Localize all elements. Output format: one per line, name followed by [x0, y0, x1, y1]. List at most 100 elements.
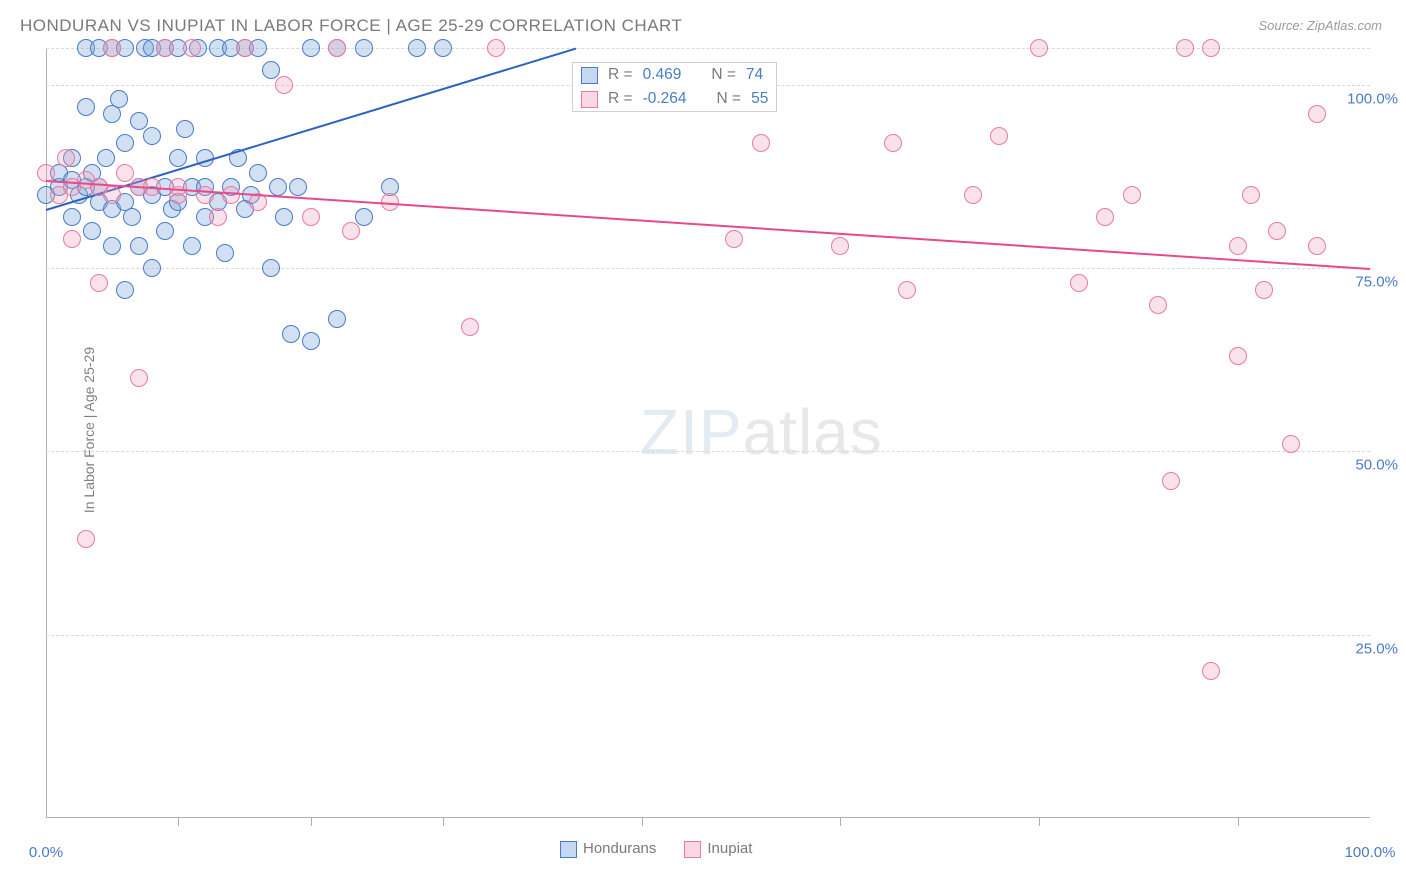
data-point	[169, 178, 187, 196]
data-point	[169, 149, 187, 167]
chart-title: HONDURAN VS INUPIAT IN LABOR FORCE | AGE…	[20, 16, 682, 36]
data-point	[77, 98, 95, 116]
data-point	[898, 281, 916, 299]
data-point	[355, 39, 373, 57]
watermark: ZIPatlas	[640, 395, 883, 469]
data-point	[103, 39, 121, 57]
data-point	[884, 134, 902, 152]
data-point	[487, 39, 505, 57]
data-point	[1149, 296, 1167, 314]
data-point	[83, 222, 101, 240]
data-point	[302, 39, 320, 57]
data-point	[302, 208, 320, 226]
data-point	[1202, 662, 1220, 680]
data-point	[408, 39, 426, 57]
data-point	[1229, 237, 1247, 255]
data-point	[143, 259, 161, 277]
data-point	[831, 237, 849, 255]
legend-row-hondurans: R = 0.469 N = 74	[573, 63, 776, 87]
data-point	[63, 208, 81, 226]
data-point	[262, 259, 280, 277]
data-point	[752, 134, 770, 152]
data-point	[130, 369, 148, 387]
data-point	[183, 39, 201, 57]
data-point	[964, 186, 982, 204]
data-point	[216, 244, 234, 262]
data-point	[103, 237, 121, 255]
data-point	[1176, 39, 1194, 57]
data-point	[63, 230, 81, 248]
data-point	[57, 149, 75, 167]
data-point	[1282, 435, 1300, 453]
x-tick	[311, 818, 312, 826]
data-point	[1202, 39, 1220, 57]
y-tick-label: 100.0%	[1347, 90, 1398, 107]
gridline	[46, 635, 1370, 636]
data-point	[156, 39, 174, 57]
data-point	[196, 186, 214, 204]
data-point	[269, 178, 287, 196]
data-point	[275, 208, 293, 226]
data-point	[1308, 237, 1326, 255]
x-tick	[1039, 818, 1040, 826]
data-point	[116, 281, 134, 299]
y-tick-label: 50.0%	[1355, 457, 1398, 474]
data-point	[1255, 281, 1273, 299]
data-point	[1229, 347, 1247, 365]
series-legend: Hondurans Inupiat	[560, 840, 752, 858]
data-point	[116, 164, 134, 182]
data-point	[116, 134, 134, 152]
data-point	[1308, 105, 1326, 123]
data-point	[37, 164, 55, 182]
data-point	[90, 274, 108, 292]
data-point	[275, 76, 293, 94]
data-point	[1268, 222, 1286, 240]
gridline	[46, 451, 1370, 452]
data-point	[183, 237, 201, 255]
x-tick	[443, 818, 444, 826]
data-point	[1030, 39, 1048, 57]
gridline	[46, 268, 1370, 269]
data-point	[302, 332, 320, 350]
x-tick-label: 100.0%	[1345, 844, 1396, 861]
x-tick	[840, 818, 841, 826]
data-point	[1162, 472, 1180, 490]
data-point	[103, 186, 121, 204]
data-point	[725, 230, 743, 248]
data-point	[355, 208, 373, 226]
data-point	[97, 149, 115, 167]
source-label: Source: ZipAtlas.com	[1258, 18, 1382, 33]
legend-item-hondurans: Hondurans	[560, 840, 656, 858]
data-point	[1242, 186, 1260, 204]
data-point	[176, 120, 194, 138]
data-point	[990, 127, 1008, 145]
data-point	[249, 164, 267, 182]
data-point	[130, 237, 148, 255]
x-tick	[1238, 818, 1239, 826]
data-point	[110, 90, 128, 108]
data-point	[461, 318, 479, 336]
data-point	[143, 127, 161, 145]
data-point	[328, 39, 346, 57]
x-tick	[178, 818, 179, 826]
y-tick-label: 25.0%	[1355, 640, 1398, 657]
data-point	[236, 39, 254, 57]
legend-row-inupiat: R = -0.264 N = 55	[573, 87, 776, 111]
data-point	[130, 112, 148, 130]
data-point	[282, 325, 300, 343]
legend-item-inupiat: Inupiat	[684, 840, 752, 858]
swatch-blue-icon	[560, 841, 577, 858]
data-point	[1096, 208, 1114, 226]
data-point	[328, 310, 346, 328]
data-point	[342, 222, 360, 240]
data-point	[1070, 274, 1088, 292]
data-point	[209, 208, 227, 226]
data-point	[262, 61, 280, 79]
swatch-blue-icon	[581, 67, 598, 84]
data-point	[289, 178, 307, 196]
y-tick-label: 75.0%	[1355, 274, 1398, 291]
swatch-pink-icon	[684, 841, 701, 858]
x-tick-label: 0.0%	[29, 844, 63, 861]
data-point	[156, 222, 174, 240]
x-tick	[642, 818, 643, 826]
